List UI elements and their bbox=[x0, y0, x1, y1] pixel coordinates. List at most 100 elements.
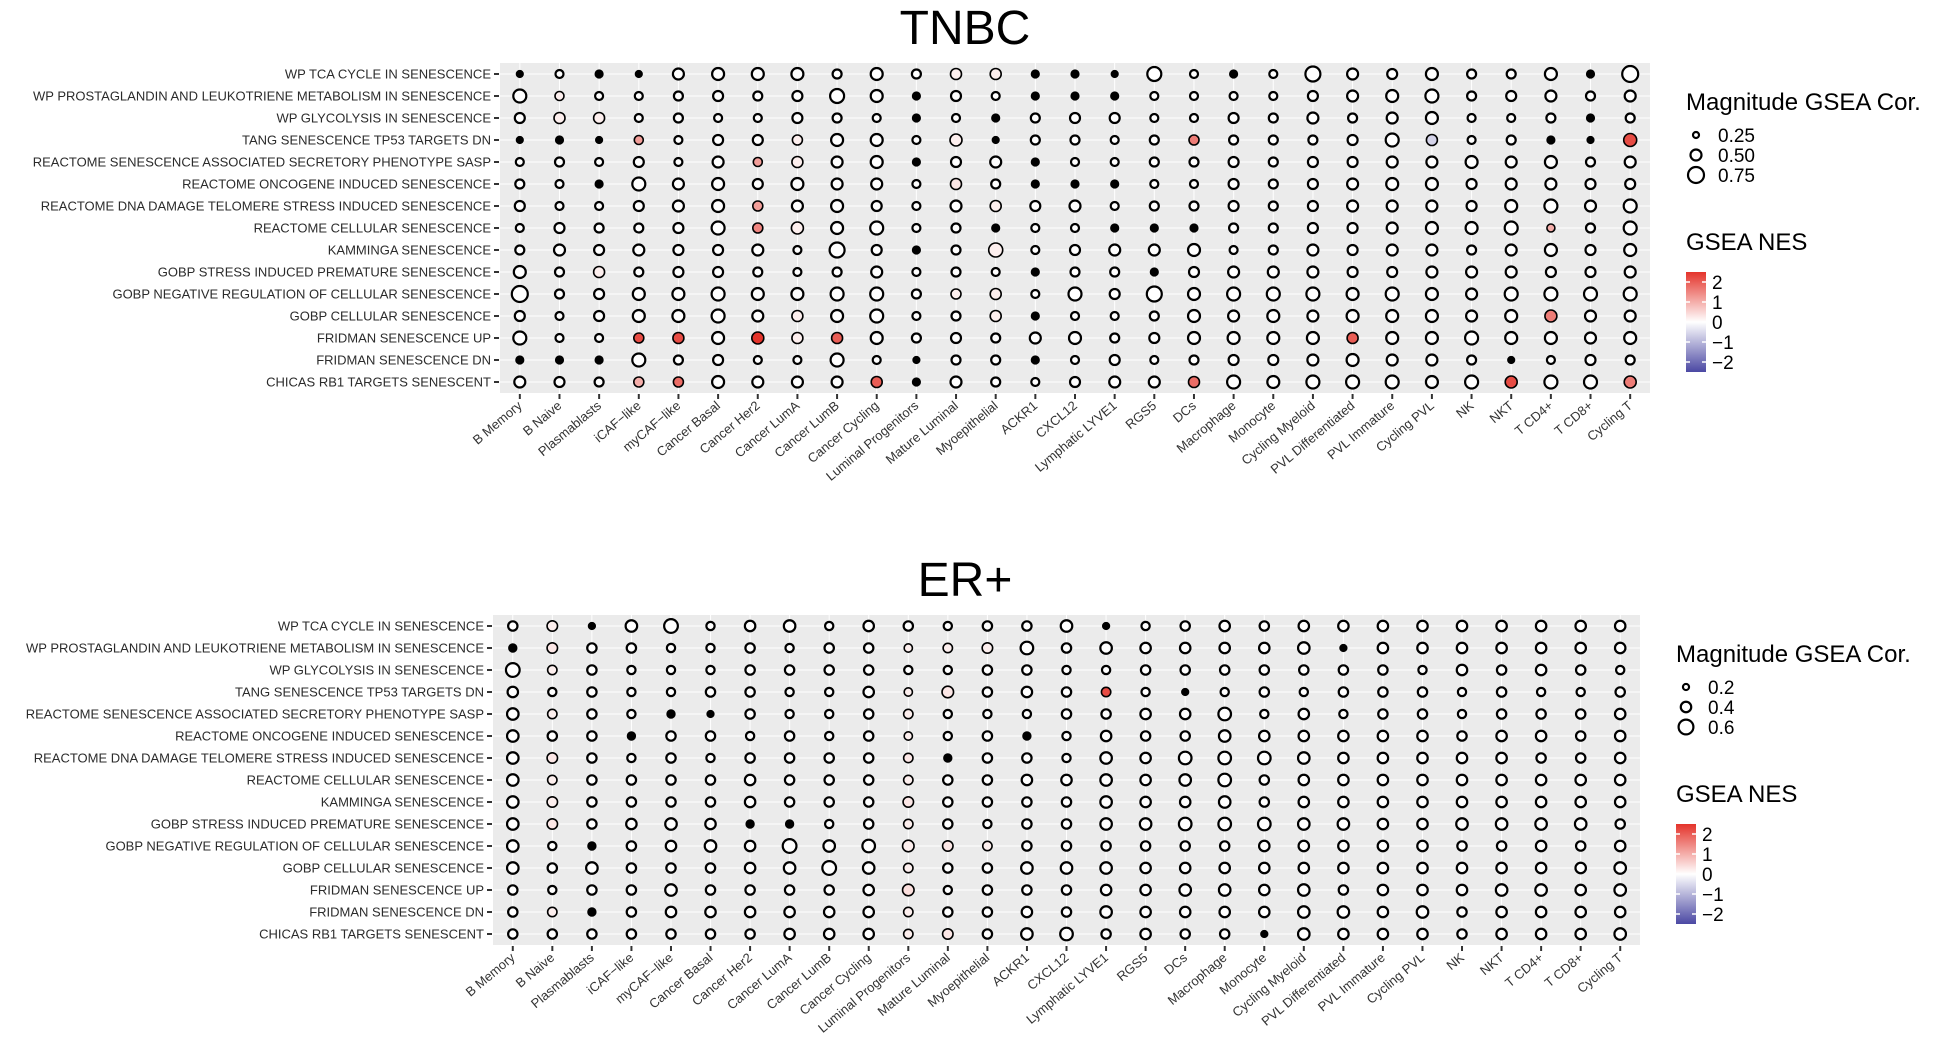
dot bbox=[1534, 773, 1548, 787]
dot bbox=[1186, 286, 1202, 302]
dot bbox=[711, 243, 725, 257]
dot bbox=[1416, 927, 1429, 941]
dot bbox=[950, 244, 962, 256]
dot bbox=[902, 752, 914, 764]
dot bbox=[1267, 244, 1279, 256]
dot bbox=[672, 243, 685, 257]
dot bbox=[870, 243, 883, 257]
dot bbox=[1622, 198, 1638, 214]
dot bbox=[1424, 176, 1440, 192]
dot bbox=[1267, 353, 1280, 367]
dot bbox=[783, 664, 796, 676]
dot bbox=[941, 927, 954, 941]
dot bbox=[1495, 773, 1508, 787]
dot bbox=[632, 376, 645, 388]
dot bbox=[783, 730, 796, 742]
dot bbox=[903, 664, 914, 676]
dot bbox=[1226, 330, 1241, 346]
dot bbox=[989, 309, 1003, 323]
dot bbox=[1495, 905, 1508, 919]
dot bbox=[1257, 839, 1271, 853]
size-legend-key bbox=[1691, 130, 1701, 140]
dot bbox=[507, 928, 519, 940]
dot bbox=[1543, 286, 1559, 302]
dot bbox=[672, 354, 685, 366]
dot bbox=[1543, 374, 1559, 390]
color-legend-label: 2 bbox=[1702, 825, 1713, 846]
dot bbox=[1377, 664, 1389, 676]
dot bbox=[1217, 706, 1233, 722]
dot bbox=[1145, 285, 1163, 303]
dot bbox=[1534, 729, 1548, 743]
dot bbox=[1376, 619, 1390, 633]
dot bbox=[828, 87, 846, 105]
dot bbox=[1266, 265, 1280, 279]
dot bbox=[704, 862, 717, 874]
dot bbox=[990, 376, 1002, 388]
dot bbox=[784, 686, 795, 698]
dot bbox=[1495, 751, 1508, 765]
dot bbox=[790, 176, 805, 192]
dot bbox=[586, 642, 598, 654]
dot bbox=[1504, 375, 1518, 389]
dot bbox=[942, 620, 954, 632]
dot bbox=[950, 266, 962, 278]
dot bbox=[704, 686, 717, 698]
dot bbox=[554, 200, 565, 212]
dot bbox=[1257, 861, 1271, 875]
dot bbox=[1417, 664, 1428, 676]
dot bbox=[1068, 243, 1082, 257]
dot bbox=[902, 906, 914, 918]
dot bbox=[625, 796, 638, 808]
dot bbox=[508, 643, 518, 653]
dot bbox=[1584, 265, 1597, 279]
dot bbox=[1377, 708, 1389, 720]
dot bbox=[594, 355, 604, 365]
dot bbox=[823, 818, 835, 830]
dot bbox=[593, 200, 605, 212]
dot bbox=[1218, 905, 1232, 919]
dot bbox=[1139, 840, 1152, 852]
column-label: B Memory bbox=[463, 949, 518, 999]
dot bbox=[547, 884, 558, 896]
dot bbox=[626, 664, 637, 676]
dot bbox=[704, 817, 717, 831]
dot bbox=[1296, 883, 1311, 897]
dot bbox=[1465, 90, 1478, 102]
dot bbox=[631, 176, 647, 192]
dot bbox=[506, 685, 520, 699]
dot bbox=[1623, 309, 1637, 323]
dot bbox=[1622, 286, 1638, 302]
dot bbox=[1416, 729, 1429, 743]
dot bbox=[1544, 309, 1558, 323]
dot bbox=[862, 708, 875, 720]
dot bbox=[1345, 308, 1360, 324]
dot bbox=[1346, 331, 1359, 345]
dot bbox=[1574, 861, 1588, 875]
dot bbox=[1267, 222, 1279, 234]
dot bbox=[1495, 686, 1508, 698]
dot bbox=[862, 619, 876, 633]
dot bbox=[790, 199, 805, 213]
dot bbox=[546, 751, 559, 765]
dot bbox=[1545, 354, 1557, 366]
dot bbox=[1384, 374, 1400, 390]
dot bbox=[911, 245, 922, 255]
dot bbox=[554, 355, 565, 365]
color-legend-label: 1 bbox=[1702, 845, 1713, 866]
dot bbox=[1296, 641, 1311, 655]
dot bbox=[1385, 199, 1399, 213]
dot bbox=[592, 243, 606, 257]
dot bbox=[1544, 265, 1558, 279]
dot bbox=[1148, 310, 1160, 322]
dot bbox=[1613, 927, 1628, 941]
dot bbox=[1495, 664, 1508, 676]
dot bbox=[791, 134, 804, 146]
dot bbox=[1188, 134, 1200, 146]
dot bbox=[1260, 929, 1269, 939]
dot bbox=[1582, 286, 1599, 302]
dot bbox=[704, 796, 717, 808]
dot bbox=[1218, 664, 1231, 676]
dot bbox=[1020, 927, 1034, 941]
dot bbox=[1258, 774, 1271, 786]
